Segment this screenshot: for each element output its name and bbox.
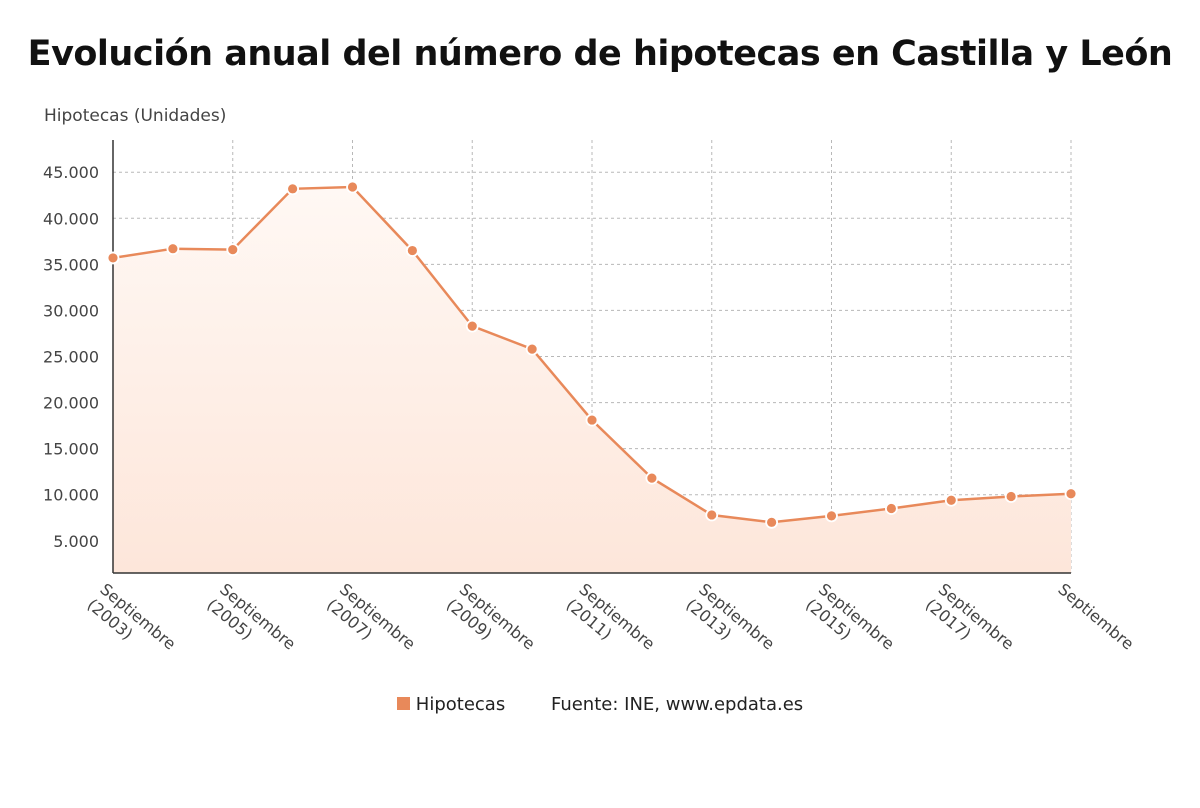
chart-title: Evolución anual del número de hipotecas …: [27, 34, 1173, 74]
data-point: [645, 471, 659, 485]
y-tick-label: 35.000: [43, 255, 99, 274]
data-points: [106, 180, 1078, 529]
data-point: [705, 508, 719, 522]
x-tick-label: Septiembre(2015): [802, 580, 898, 669]
y-tick-label: 45.000: [43, 163, 99, 182]
data-point: [585, 413, 599, 427]
data-point: [286, 182, 300, 196]
source-note: Fuente: INE, www.epdata.es: [550, 694, 804, 715]
legend-swatch: [396, 696, 410, 710]
x-tick-label: Septiembre(2003): [84, 580, 180, 669]
x-tick-label: Septiembre(2017): [922, 580, 1018, 669]
data-point: [226, 243, 240, 257]
data-point: [405, 244, 419, 257]
x-tick-label: Septiembre(2011): [563, 580, 659, 669]
y-tick-label: 25.000: [43, 348, 99, 367]
y-axis-label: Hipotecas (Unidades): [44, 106, 226, 126]
y-tick-label: 40.000: [43, 209, 99, 228]
axes: [112, 140, 1071, 574]
legend-item-hipotecas: Hipotecas: [396, 694, 511, 715]
data-point: [465, 319, 479, 333]
data-point: [346, 180, 359, 194]
y-tick-label: 10.000: [43, 486, 99, 505]
x-tick-label: Septiembre(2009): [443, 580, 539, 669]
x-tick-label: Septiembre: [1054, 580, 1137, 654]
data-point: [944, 493, 958, 507]
data-point: [525, 342, 539, 356]
legend-label: Hipotecas: [415, 694, 506, 715]
area-fill: [113, 187, 1071, 573]
data-point: [106, 251, 120, 265]
data-point: [765, 515, 779, 529]
legend: Hipotecas Fuente: INE, www.epdata.es: [0, 694, 1200, 715]
y-tick-label: 5.000: [53, 532, 99, 551]
x-tick-label: Septiembre(2005): [203, 580, 299, 669]
y-tick-labels: 5.000 10.000 15.000 20.000 25.000 30.000 35.00…: [43, 163, 99, 551]
x-tick-label: Septiembre(2007): [323, 580, 419, 669]
data-point: [884, 502, 898, 515]
data-point: [1004, 490, 1018, 503]
x-tick-labels: Septiembre(2003) Septiembre(2005) Septiemb…: [84, 580, 1138, 669]
y-tick-label: 15.000: [43, 440, 99, 459]
data-point: [1064, 487, 1078, 501]
x-tick-label: Septiembre(2013): [682, 580, 778, 669]
data-point: [825, 509, 838, 523]
y-tick-label: 30.000: [43, 301, 99, 320]
y-tick-label: 20.000: [43, 394, 99, 413]
data-point: [166, 242, 180, 256]
